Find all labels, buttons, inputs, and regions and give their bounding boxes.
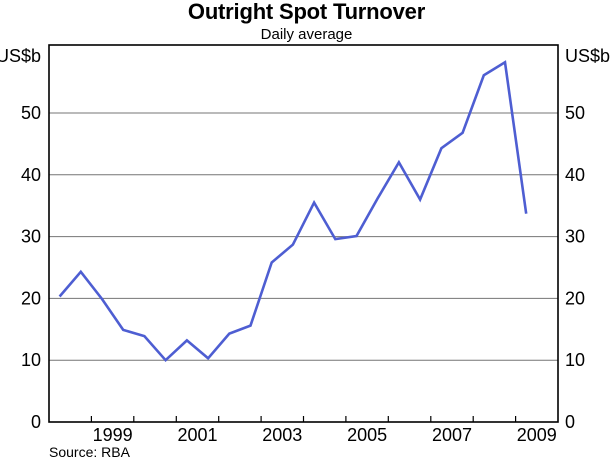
y-axis-label-left: 50	[21, 103, 41, 123]
y-axis-label-right: 30	[565, 227, 585, 247]
chart-subtitle: Daily average	[260, 26, 353, 43]
y-axis-label-left: 30	[21, 227, 41, 247]
y-axis-label-right: 50	[565, 103, 585, 123]
y-axis-label-right: 40	[565, 165, 585, 185]
y-axis-label-left: 10	[21, 350, 41, 370]
y-axis-label-right: 10	[565, 350, 585, 370]
y-axis-label-left: 20	[21, 288, 41, 308]
series-line-outright-spot-turnover	[58, 60, 528, 363]
y-axis-label-left: 0	[31, 412, 41, 432]
x-axis-label: 2001	[177, 425, 217, 445]
source-note: Source: RBA	[49, 444, 130, 460]
y-axis-unit-right: US$b	[565, 46, 610, 66]
x-axis-label: 2005	[347, 425, 387, 445]
x-axis-label: 2007	[432, 425, 472, 445]
x-axis-label: 2003	[262, 425, 302, 445]
x-axis-label: 1999	[93, 425, 133, 445]
x-axis-label: 2009	[517, 425, 557, 445]
y-axis-label-right: 0	[565, 412, 575, 432]
y-axis-label-left: 40	[21, 165, 41, 185]
chart-title: Outright Spot Turnover	[187, 0, 426, 24]
y-axis-label-right: 20	[565, 288, 585, 308]
y-axis-unit-left: US$b	[0, 46, 41, 66]
plot-frame	[48, 44, 559, 423]
